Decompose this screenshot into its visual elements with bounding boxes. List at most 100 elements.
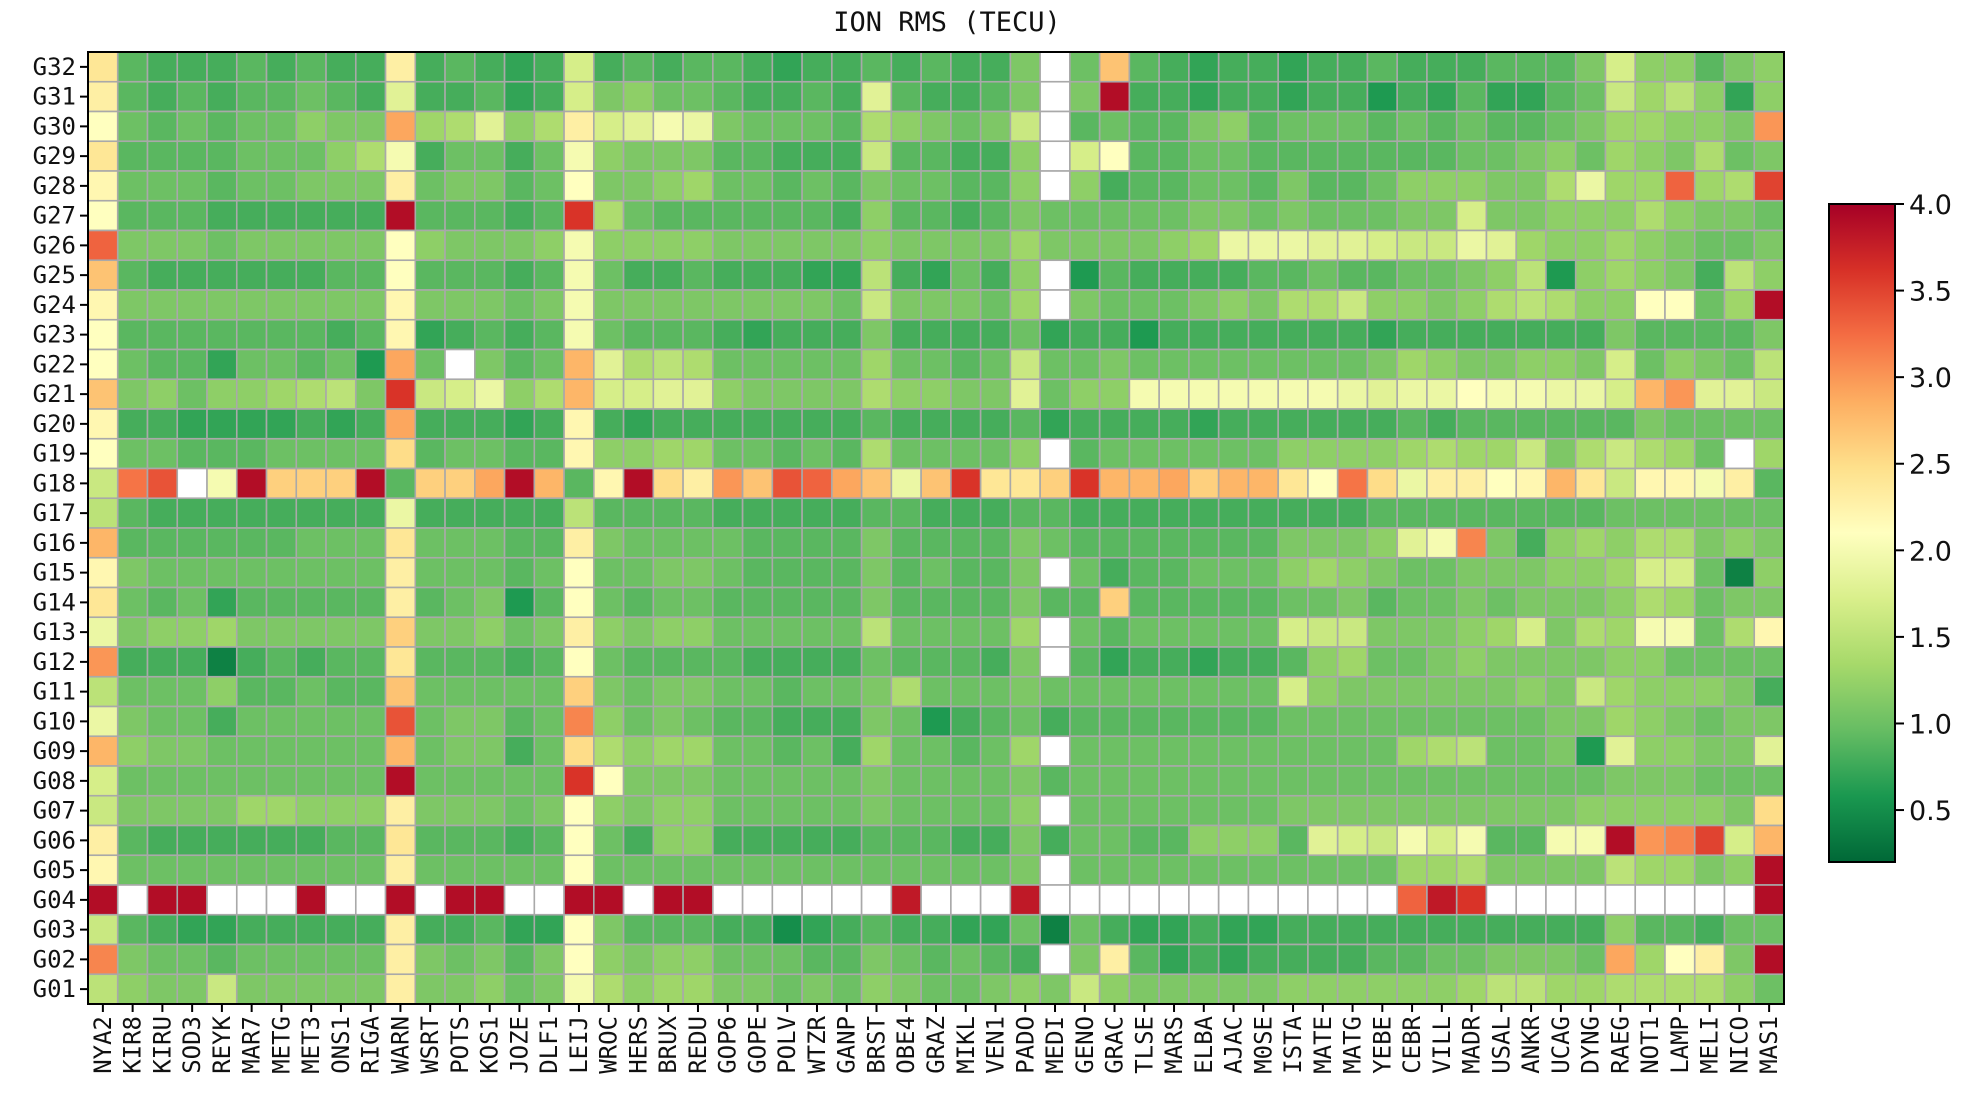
heatmap-cell xyxy=(1693,467,1726,500)
heatmap-cell xyxy=(1545,765,1577,797)
heatmap-cell xyxy=(1069,735,1101,767)
y-tick-label: G28 xyxy=(33,172,76,200)
heatmap-cell xyxy=(384,884,417,916)
heatmap-cell xyxy=(593,556,625,589)
heatmap-cell xyxy=(176,259,208,291)
heatmap-cell xyxy=(295,973,327,1005)
heatmap-cell xyxy=(1455,51,1488,83)
heatmap-cell xyxy=(474,884,506,916)
x-tick-label: OBE4 xyxy=(892,1016,920,1074)
heatmap-cell xyxy=(741,973,774,1005)
x-tick-label: NOT1 xyxy=(1636,1016,1664,1074)
heatmap-cell xyxy=(801,80,833,113)
y-tick-label: G27 xyxy=(33,202,76,230)
heatmap-cell xyxy=(1039,556,1071,589)
heatmap-cell xyxy=(831,318,863,351)
heatmap-cell xyxy=(444,437,476,470)
heatmap-cell xyxy=(1098,556,1131,589)
heatmap-cell xyxy=(1039,259,1071,291)
heatmap-cell xyxy=(950,646,982,678)
y-tick-label: G03 xyxy=(33,916,76,944)
heatmap-cell xyxy=(622,289,655,321)
heatmap-cell xyxy=(1485,51,1518,83)
heatmap-cell xyxy=(1009,913,1041,946)
heatmap-cell xyxy=(206,467,238,500)
heatmap-cell xyxy=(235,348,268,381)
heatmap-cell xyxy=(116,80,149,113)
heatmap-cell xyxy=(979,408,1012,440)
heatmap-cell xyxy=(712,765,744,797)
heatmap-cell xyxy=(265,913,298,946)
heatmap-cell xyxy=(503,140,536,172)
heatmap-cell xyxy=(860,616,893,648)
heatmap-cell xyxy=(1574,646,1607,678)
heatmap-cell xyxy=(1455,497,1488,529)
heatmap-cell xyxy=(741,556,774,589)
heatmap-cell xyxy=(1366,556,1398,589)
heatmap-cell xyxy=(384,765,417,797)
heatmap-cell xyxy=(1634,259,1666,291)
heatmap-cell xyxy=(503,913,536,946)
heatmap-cell xyxy=(890,199,922,232)
heatmap-cell xyxy=(1515,616,1547,648)
heatmap-cell xyxy=(1426,51,1458,83)
heatmap-cell xyxy=(1188,705,1220,738)
heatmap-cell xyxy=(474,170,506,202)
heatmap-cell xyxy=(354,408,387,440)
heatmap-cell xyxy=(1396,556,1428,589)
heatmap-cell xyxy=(593,646,625,678)
heatmap-cell xyxy=(1396,616,1428,648)
heatmap-cell xyxy=(1247,170,1279,202)
heatmap-cell xyxy=(1515,348,1547,381)
heatmap-cell xyxy=(1128,824,1160,857)
heatmap-cell xyxy=(176,80,208,113)
heatmap-cell xyxy=(1455,794,1488,827)
heatmap-cell xyxy=(176,913,208,946)
heatmap-cell xyxy=(741,467,774,500)
heatmap-cell xyxy=(444,765,476,797)
heatmap-cell xyxy=(1634,794,1666,827)
heatmap-cell xyxy=(1039,794,1071,827)
heatmap-cell xyxy=(1723,527,1756,559)
heatmap-cell xyxy=(741,437,774,470)
heatmap-cell xyxy=(1307,556,1339,589)
heatmap-cell xyxy=(920,229,952,262)
heatmap-cell xyxy=(1277,586,1309,619)
heatmap-cell xyxy=(1336,140,1369,172)
heatmap-cell xyxy=(295,527,327,559)
heatmap-cell xyxy=(1039,705,1071,738)
heatmap-cell xyxy=(682,289,714,321)
heatmap-cell xyxy=(1485,973,1518,1005)
heatmap-cell xyxy=(652,616,684,648)
heatmap-cell xyxy=(771,735,803,767)
heatmap-cell xyxy=(652,80,684,113)
heatmap-cell xyxy=(622,497,655,529)
heatmap-cell xyxy=(950,794,982,827)
colorbar-tick-label: 1.5 xyxy=(1909,623,1952,654)
heatmap-cell xyxy=(176,705,208,738)
heatmap-cell xyxy=(1158,675,1190,708)
heatmap-cell xyxy=(593,110,625,143)
heatmap-cell xyxy=(146,348,179,381)
heatmap-cell xyxy=(1545,735,1577,767)
heatmap-cell xyxy=(741,348,774,381)
heatmap-cell xyxy=(1634,229,1666,262)
heatmap-cell xyxy=(1455,80,1488,113)
heatmap-cell xyxy=(1455,586,1488,619)
heatmap-cell xyxy=(1426,556,1458,589)
x-tick-label: RIGA xyxy=(357,1015,385,1073)
heatmap-cell xyxy=(414,735,446,767)
heatmap-cell xyxy=(741,794,774,827)
heatmap-cell xyxy=(1307,973,1339,1005)
heatmap-cell xyxy=(206,378,238,410)
heatmap-cell xyxy=(1545,259,1577,291)
heatmap-cell xyxy=(1009,616,1041,648)
heatmap-cell xyxy=(1485,824,1518,857)
heatmap-cell xyxy=(622,735,655,767)
heatmap-cell xyxy=(801,765,833,797)
heatmap-cell xyxy=(235,556,268,589)
heatmap-cell xyxy=(1574,527,1607,559)
heatmap-cell xyxy=(801,854,833,886)
heatmap-cell xyxy=(1545,348,1577,381)
heatmap-cell xyxy=(503,765,536,797)
